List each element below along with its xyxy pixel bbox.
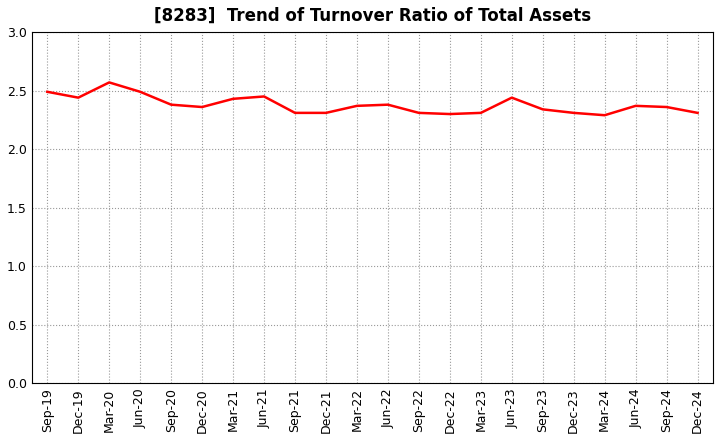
Title: [8283]  Trend of Turnover Ratio of Total Assets: [8283] Trend of Turnover Ratio of Total … [154,7,591,25]
